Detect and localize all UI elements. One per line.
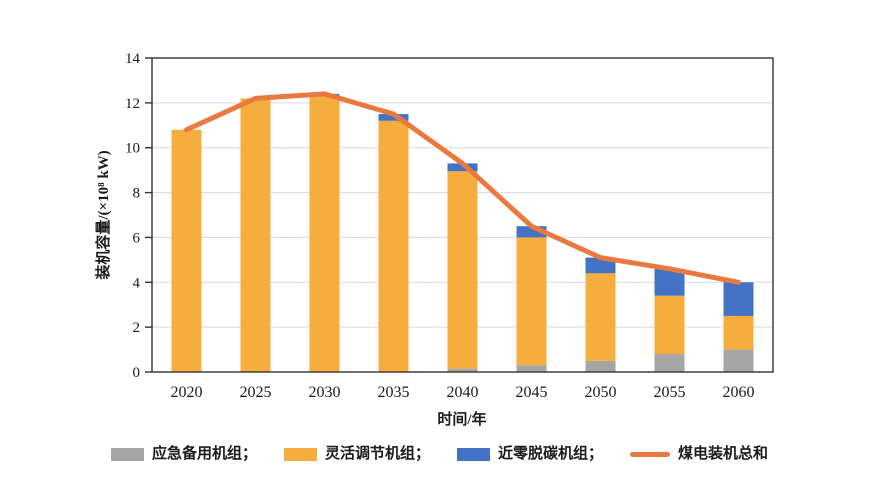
legend-item-coal-total-line: 煤电装机总和 <box>630 447 768 462</box>
x-tick-label: 2050 <box>585 384 617 401</box>
x-tick-label: 2030 <box>309 384 341 401</box>
x-tick-label: 2060 <box>723 384 755 401</box>
legend-swatch-orange-line <box>630 452 671 457</box>
bar-segment-灵活调节机组-2020 <box>171 129 202 372</box>
x-tick-label: 2025 <box>240 384 272 401</box>
legend-swatch-gray <box>110 448 144 461</box>
y-tick-label: 4 <box>133 275 141 291</box>
bar-segment-应急备用机组-2045 <box>516 365 547 372</box>
bar-segment-近零脱碳机组-2035 <box>378 114 409 121</box>
y-tick-label: 6 <box>133 230 141 246</box>
y-tick-label: 10 <box>125 141 140 157</box>
legend-swatch-yellow <box>283 448 317 461</box>
x-tick-label: 2035 <box>378 384 410 401</box>
y-tick-label: 0 <box>133 365 141 381</box>
x-tick-label: 2055 <box>654 384 686 401</box>
bar-segment-应急备用机组-2060 <box>723 349 754 372</box>
legend-label: 应急备用机组； <box>151 446 257 462</box>
bar-segment-近零脱碳机组-2060 <box>723 282 754 316</box>
bar-segment-灵活调节机组-2050 <box>585 273 616 361</box>
plot-border <box>151 57 774 373</box>
legend-label: 近零脱碳机组； <box>498 446 604 462</box>
x-tick-label: 2040 <box>447 384 479 401</box>
bar-segment-灵活调节机组-2040 <box>447 171 478 369</box>
y-tick-label: 14 <box>125 51 141 67</box>
legend-label: 灵活调节机组； <box>324 446 430 462</box>
legend-label: 煤电装机总和 <box>678 446 769 462</box>
y-axis-title: 装机容量/(×10⁸ kW) <box>94 150 112 280</box>
total-line <box>184 91 741 285</box>
bar-segment-应急备用机组-2055 <box>654 354 685 372</box>
chart-canvas: 0 2 4 6 8 10 12 14 2020 2025 2030 2035 2040 2045 2050 2… <box>94 51 774 428</box>
legend-item-flexible-regulation: 灵活调节机组； <box>283 446 430 462</box>
legend-item-emergency-backup: 应急备用机组； <box>110 446 257 462</box>
bar-segment-近零脱碳机组-2040 <box>447 163 478 172</box>
bar-segment-灵活调节机组-2030 <box>309 96 340 372</box>
bar-segment-灵活调节机组-2035 <box>378 120 409 372</box>
bar-segment-灵活调节机组-2055 <box>654 295 685 355</box>
bar-segment-灵活调节机组-2045 <box>516 237 547 366</box>
y-tick-label: 12 <box>125 96 140 112</box>
legend-swatch-blue <box>457 448 490 461</box>
bar-segment-应急备用机组-2050 <box>585 360 616 372</box>
legend: 应急备用机组； 灵活调节机组； 近零脱碳机组； 煤电装机总和 <box>0 447 879 462</box>
axes: 0 2 4 6 8 10 12 14 2020 2025 2030 2035 2040 2045 2050 2… <box>125 51 774 401</box>
x-tick-label: 2045 <box>516 384 548 401</box>
x-tick-label: 2020 <box>171 384 203 401</box>
bar-segment-近零脱碳机组-2045 <box>516 226 547 238</box>
bar-segment-应急备用机组-2040 <box>447 368 478 372</box>
y-tick-label: 8 <box>133 186 141 202</box>
x-axis-title: 时间/年 <box>437 410 486 428</box>
bar-segment-灵活调节机组-2025 <box>240 98 271 372</box>
bar-segment-近零脱碳机组-2050 <box>585 257 616 274</box>
legend-item-near-zero-carbon: 近零脱碳机组； <box>457 447 603 462</box>
bar-segment-灵活调节机组-2060 <box>723 315 754 350</box>
y-tick-label: 2 <box>133 320 141 336</box>
total-line-series <box>184 91 741 285</box>
stacked-bars <box>171 93 754 372</box>
